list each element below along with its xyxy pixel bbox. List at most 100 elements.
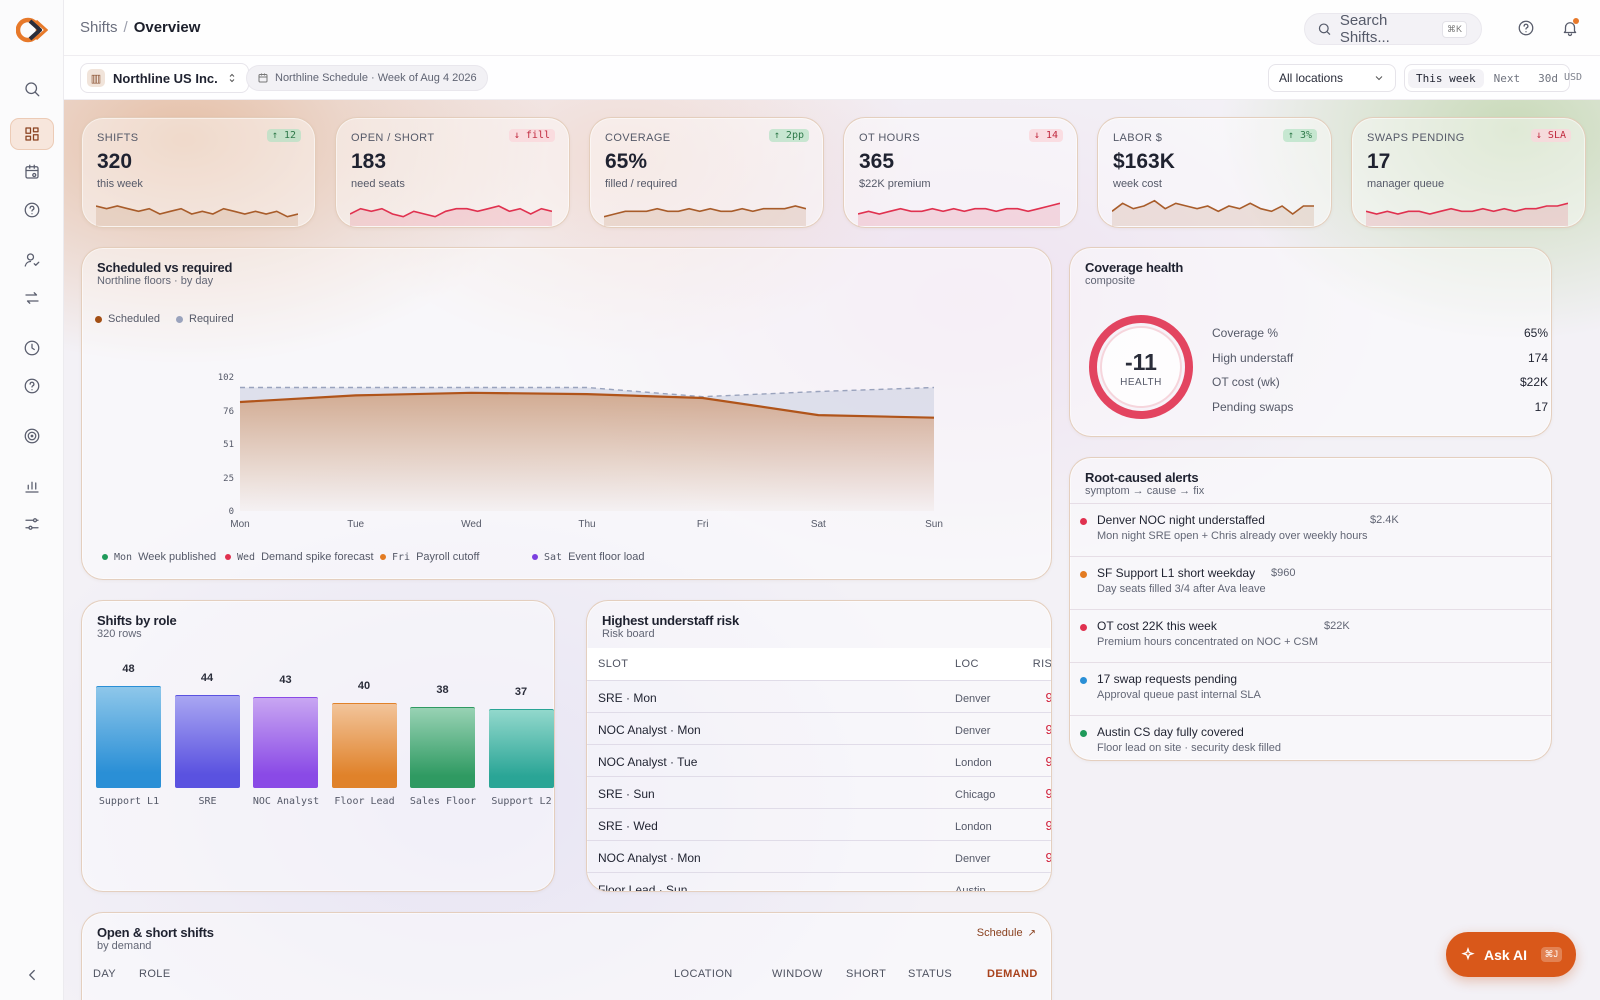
search-input[interactable]: Search Shifts... ⌘K (1304, 12, 1482, 46)
event-marker[interactable]: Wed Demand spike forecast (225, 551, 374, 563)
location-select[interactable]: All locations (1268, 64, 1396, 92)
risk-score: 95 (1046, 850, 1051, 865)
range-this-week[interactable]: This week (1408, 68, 1484, 88)
event-marker[interactable]: Mon Week published (102, 551, 216, 563)
role-bar[interactable] (488, 709, 554, 788)
role-bar[interactable] (174, 694, 240, 788)
sidebar-item-bar-chart[interactable] (10, 470, 54, 502)
legend-scheduled[interactable]: Scheduled (95, 313, 160, 325)
col-slot[interactable]: SLOT (598, 658, 629, 670)
risk-table-row[interactable]: SRE · Mon Denver 95 (587, 680, 1051, 712)
breadcrumb-separator: / (123, 19, 128, 36)
role-bar[interactable] (253, 696, 318, 788)
alert-severity-dot (1080, 624, 1087, 631)
alert-item[interactable]: 17 swap requests pending Approval queue … (1070, 662, 1551, 714)
x-tick-label: Sun (925, 519, 943, 530)
sidebar-item-dashboard[interactable] (10, 118, 54, 150)
event-marker[interactable]: Sat Event floor load (532, 551, 645, 563)
kpi-label: SWAPS PENDING (1367, 132, 1465, 144)
health-gauge (1089, 315, 1193, 419)
metric-value: 65% (1523, 326, 1548, 340)
kpi-card[interactable]: OT HOURS 365 $22K premium ↓ 14 (843, 117, 1078, 228)
alert-title: OT cost 22K this week (1097, 619, 1217, 633)
legend-required[interactable]: Required (176, 313, 234, 325)
risk-table-row[interactable]: NOC Analyst · Mon Denver 95 (587, 712, 1051, 744)
schedule-link[interactable]: Schedule ↗ (977, 927, 1036, 939)
role-bar[interactable] (96, 686, 161, 788)
dashboard-main: SHIFTS 320 this week ↑ 12 OPEN / SHORT 1… (64, 100, 1600, 1000)
alert-item[interactable]: SF Support L1 short weekday $960 Day sea… (1070, 556, 1551, 608)
alert-item[interactable]: OT cost 22K this week $22K Premium hours… (1070, 609, 1551, 661)
col-risk[interactable]: RISK (1032, 658, 1052, 670)
sidebar-item-sliders[interactable] (10, 508, 54, 540)
kpi-label: OPEN / SHORT (351, 132, 435, 144)
kpi-subtext: week cost (1113, 178, 1162, 190)
kpi-card[interactable]: OPEN / SHORT 183 need seats ↓ fill (335, 117, 570, 228)
collapse-sidebar-button[interactable] (10, 959, 54, 991)
role-bar[interactable] (410, 707, 475, 788)
range-next[interactable]: Next (1493, 71, 1521, 85)
kpi-sparkline (1112, 199, 1314, 226)
sidebar-item-help[interactable] (10, 370, 54, 402)
app-logo[interactable] (15, 16, 49, 44)
card-title: Coverage health (1085, 260, 1184, 275)
sparkline-line (604, 205, 806, 218)
alert-item[interactable]: Denver NOC night understaffed $2.4K Mon … (1070, 503, 1551, 555)
kpi-card[interactable]: LABOR $ $163K week cost ↑ 3% (1097, 117, 1332, 228)
col-status[interactable]: STATUS (908, 968, 953, 980)
sidebar-item-clock[interactable] (10, 332, 54, 364)
bar-label: SRE (198, 796, 217, 807)
kpi-card[interactable]: SWAPS PENDING 17 manager queue ↓ SLA (1351, 117, 1586, 228)
x-tick-label: Tue (347, 519, 364, 530)
event-text: Payroll cutoff (416, 551, 480, 563)
breadcrumb-parent[interactable]: Shifts (80, 19, 118, 36)
sidebar-item-user-check[interactable] (10, 244, 54, 276)
range-30d[interactable]: 30d (1538, 71, 1558, 85)
col-loc[interactable]: LOC (955, 658, 979, 670)
col-day[interactable]: DAY (93, 968, 117, 980)
risk-table-row[interactable]: SRE · Wed London 95 (587, 808, 1051, 840)
risk-table-row[interactable]: Floor Lead · Sun Austin 95 (587, 872, 1051, 891)
kpi-card[interactable]: SHIFTS 320 this week ↑ 12 (81, 117, 316, 228)
currency-label[interactable]: USD (1564, 72, 1583, 83)
risk-table-row[interactable]: SRE · Sun Chicago 95 (587, 776, 1051, 808)
help-icon (1518, 20, 1534, 36)
col-location[interactable]: LOCATION (674, 968, 733, 980)
alert-item[interactable]: Austin CS day fully covered Floor lead o… (1070, 715, 1551, 760)
metric-label: Pending swaps (1212, 399, 1294, 414)
sidebar-item-swap[interactable] (10, 282, 54, 314)
org-switcher[interactable]: ▥ Northline US Inc. (80, 63, 249, 93)
kpi-delta-badge: ↑ 3% (1282, 129, 1317, 142)
risk-table-row[interactable]: NOC Analyst · Tue London 95 (587, 744, 1051, 776)
col-demand[interactable]: DEMAND (987, 968, 1038, 980)
x-tick-label: Sat (811, 519, 826, 530)
y-tick-label: 102 (218, 373, 234, 383)
kpi-card[interactable]: COVERAGE 65% filled / required ↑ 2pp (589, 117, 824, 228)
risk-table-row[interactable]: NOC Analyst · Mon Denver 95 (587, 840, 1051, 872)
kpi-delta-badge: ↓ SLA (1530, 129, 1571, 142)
bar-value: 48 (122, 663, 135, 675)
metric-label: High understaff (1212, 350, 1294, 365)
event-text: Week published (138, 551, 217, 563)
event-marker[interactable]: Fri Payroll cutoff (380, 551, 479, 563)
sidebar-item-search[interactable] (10, 73, 54, 105)
ask-ai-shortcut: ⌘J (1540, 947, 1562, 962)
schedule-pill[interactable]: Northline Schedule · Week of Aug 4 2026 (246, 65, 488, 91)
metric-value: 174 (1527, 350, 1548, 365)
sidebar-item-target[interactable] (10, 420, 54, 452)
col-role[interactable]: ROLE (139, 968, 171, 980)
notifications-button[interactable] (1558, 16, 1582, 40)
event-text: Event floor load (568, 551, 645, 563)
ask-ai-button[interactable]: Ask AI ⌘J (1446, 932, 1576, 977)
col-short[interactable]: SHORT (846, 968, 887, 980)
risk-location: Denver (955, 725, 991, 737)
col-window[interactable]: WINDOW (772, 968, 823, 980)
kpi-label: SHIFTS (97, 132, 139, 144)
help-button[interactable] (1514, 16, 1538, 40)
sidebar-item-calendar[interactable] (10, 156, 54, 188)
metric-label: Coverage % (1212, 326, 1279, 340)
search-icon (25, 82, 40, 97)
sidebar-item-help[interactable] (10, 194, 54, 226)
role-bar[interactable] (331, 703, 397, 788)
risk-slot: SRE · Sun (598, 787, 655, 801)
